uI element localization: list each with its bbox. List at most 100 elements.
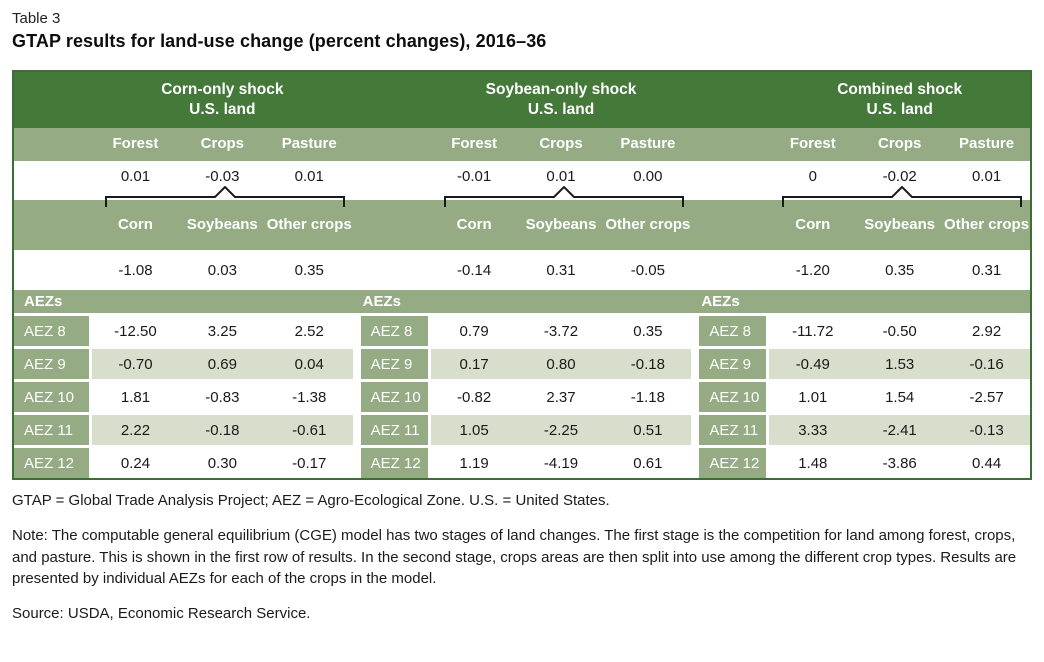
aez-value: -12.50 bbox=[92, 313, 179, 346]
aez-row-label: AEZ 10 bbox=[691, 379, 770, 412]
crop-values-row: -1.20 0.35 0.31 bbox=[691, 250, 1031, 290]
row-label-spacer bbox=[691, 161, 769, 200]
crop-value-other-crops: 0.35 bbox=[294, 261, 324, 279]
aez-section-header: AEZs bbox=[691, 290, 1031, 313]
land-values-row: 0.01 -0.03 0.01 bbox=[14, 161, 353, 200]
table-row-aez10: AEZ 10 1.81 -0.83 -1.38 bbox=[14, 379, 353, 412]
aez-row-label: AEZ 11 bbox=[691, 412, 770, 445]
group-title-line2: U.S. land bbox=[866, 101, 933, 118]
crop-value-other-crops: -0.05 bbox=[630, 261, 665, 279]
aez-value: 1.19 bbox=[430, 445, 518, 478]
aez-section-header: AEZs bbox=[352, 290, 692, 313]
aez-value: -3.72 bbox=[517, 313, 605, 346]
table-row-aez12: AEZ 12 1.48 -3.86 0.44 bbox=[691, 445, 1031, 478]
group-title: Corn-only shock U.S. land bbox=[92, 72, 353, 128]
aez-row-label: AEZ 12 bbox=[14, 445, 92, 478]
group-header: Corn-only shock U.S. land bbox=[14, 72, 353, 128]
row-label-spacer bbox=[14, 161, 92, 200]
aez-row-label: AEZ 9 bbox=[14, 346, 92, 379]
crops-split-bracket-icon bbox=[444, 186, 684, 208]
aez-row-label: AEZ 10 bbox=[352, 379, 431, 412]
group-title-line2: U.S. land bbox=[527, 101, 595, 118]
crop-header-row: Corn Soybeans Other crops bbox=[691, 200, 1031, 250]
crop-header-row: Corn Soybeans Other crops bbox=[14, 200, 353, 250]
column-header-soybeans: Soybeans bbox=[864, 215, 936, 233]
land-values-row: 0 -0.02 0.01 bbox=[691, 161, 1031, 200]
aez-row-label: AEZ 9 bbox=[691, 346, 770, 379]
aez-value: 0.04 bbox=[265, 346, 353, 379]
land-header-row: Forest Crops Pasture bbox=[691, 128, 1031, 161]
column-header-corn: Corn bbox=[117, 215, 153, 233]
land-value-pasture: 0.00 bbox=[633, 168, 663, 185]
crop-value-other-crops: 0.31 bbox=[971, 261, 1002, 279]
table-row-aez11: AEZ 11 3.33 -2.41 -0.13 bbox=[691, 412, 1031, 445]
aez-value: -0.83 bbox=[178, 379, 266, 412]
table-row-aez12: AEZ 12 0.24 0.30 -0.17 bbox=[14, 445, 353, 478]
aez-value: -0.18 bbox=[604, 346, 692, 379]
crop-values-row: -1.08 0.03 0.35 bbox=[14, 250, 353, 290]
aez-row-label: AEZ 9 bbox=[352, 346, 431, 379]
aez-value: 1.81 bbox=[92, 379, 179, 412]
table-row-aez10: AEZ 10 -0.82 2.37 -1.18 bbox=[352, 379, 692, 412]
aez-value: 3.25 bbox=[178, 313, 266, 346]
group-header: Soybean-only shock U.S. land bbox=[352, 72, 692, 128]
land-header-row: Forest Crops Pasture bbox=[14, 128, 353, 161]
aez-value: 0.35 bbox=[604, 313, 692, 346]
source-note: Source: USDA, Economic Research Service. bbox=[12, 605, 311, 622]
column-header-crops: Crops bbox=[200, 135, 244, 153]
aez-value: 2.37 bbox=[517, 379, 605, 412]
group-title-line1: Soybean-only shock bbox=[485, 81, 637, 99]
aez-value: -0.13 bbox=[943, 412, 1031, 445]
shock-group-soybean-only: Soybean-only shock U.S. land Forest Crop… bbox=[352, 72, 692, 478]
land-value-crops: -0.02 bbox=[882, 168, 917, 185]
aez-value: 1.05 bbox=[430, 412, 518, 445]
aez-value: 1.48 bbox=[769, 445, 857, 478]
table-row-aez8: AEZ 8 -11.72 -0.50 2.92 bbox=[691, 313, 1031, 346]
column-header-soybeans: Soybeans bbox=[525, 215, 597, 233]
crop-value-soybeans: 0.31 bbox=[546, 261, 576, 279]
aez-value: -0.82 bbox=[430, 379, 518, 412]
aez-section-header: AEZs bbox=[14, 290, 353, 313]
table-row-aez9: AEZ 9 0.17 0.80 -0.18 bbox=[352, 346, 692, 379]
column-header-crops: Crops bbox=[878, 135, 922, 153]
aez-value: 0.79 bbox=[430, 313, 518, 346]
aez-value: -0.61 bbox=[265, 412, 353, 445]
row-label-spacer bbox=[691, 250, 769, 290]
gtap-results-table: Corn-only shock U.S. land Forest Crops P… bbox=[12, 70, 1032, 480]
row-label-spacer bbox=[353, 250, 431, 290]
column-header-forest: Forest bbox=[789, 135, 836, 153]
aez-row-label: AEZ 11 bbox=[14, 412, 92, 445]
table-row-aez8: AEZ 8 -12.50 3.25 2.52 bbox=[14, 313, 353, 346]
table-row-aez10: AEZ 10 1.01 1.54 -2.57 bbox=[691, 379, 1031, 412]
aez-value: -0.49 bbox=[769, 346, 857, 379]
shock-group-corn-only: Corn-only shock U.S. land Forest Crops P… bbox=[14, 72, 353, 478]
crop-value-soybeans: 0.03 bbox=[207, 261, 237, 279]
table-row-aez9: AEZ 9 -0.49 1.53 -0.16 bbox=[691, 346, 1031, 379]
aez-row-label: AEZ 11 bbox=[352, 412, 431, 445]
aez-value: 0.17 bbox=[430, 346, 518, 379]
group-title-line1: Corn-only shock bbox=[161, 81, 284, 99]
table-row-aez12: AEZ 12 1.19 -4.19 0.61 bbox=[352, 445, 692, 478]
aez-value: -11.72 bbox=[769, 313, 857, 346]
aez-value: -3.86 bbox=[856, 445, 944, 478]
crops-split-bracket-icon bbox=[105, 186, 345, 208]
crop-value-soybeans: 0.35 bbox=[885, 261, 915, 279]
column-header-corn: Corn bbox=[795, 215, 831, 233]
row-label-spacer bbox=[14, 250, 92, 290]
page-title: GTAP results for land-use change (percen… bbox=[12, 31, 547, 51]
aez-value: -1.38 bbox=[265, 379, 353, 412]
row-label-spacer bbox=[353, 161, 431, 200]
column-header-forest: Forest bbox=[112, 135, 159, 153]
group-title-line1: Combined shock bbox=[837, 81, 963, 99]
aez-value: -0.70 bbox=[92, 346, 179, 379]
definitions-note: GTAP = Global Trade Analysis Project; AE… bbox=[12, 492, 610, 509]
crop-value-corn: -1.08 bbox=[118, 261, 153, 279]
aez-value: 0.61 bbox=[604, 445, 692, 478]
aez-value: 1.53 bbox=[856, 346, 944, 379]
aez-value: 0.69 bbox=[178, 346, 266, 379]
aez-value: 1.54 bbox=[856, 379, 944, 412]
aez-value: 0.30 bbox=[178, 445, 266, 478]
aez-row-label: AEZ 12 bbox=[352, 445, 431, 478]
aez-value: 1.01 bbox=[769, 379, 857, 412]
column-header-other-crops: Other crops bbox=[605, 215, 691, 233]
